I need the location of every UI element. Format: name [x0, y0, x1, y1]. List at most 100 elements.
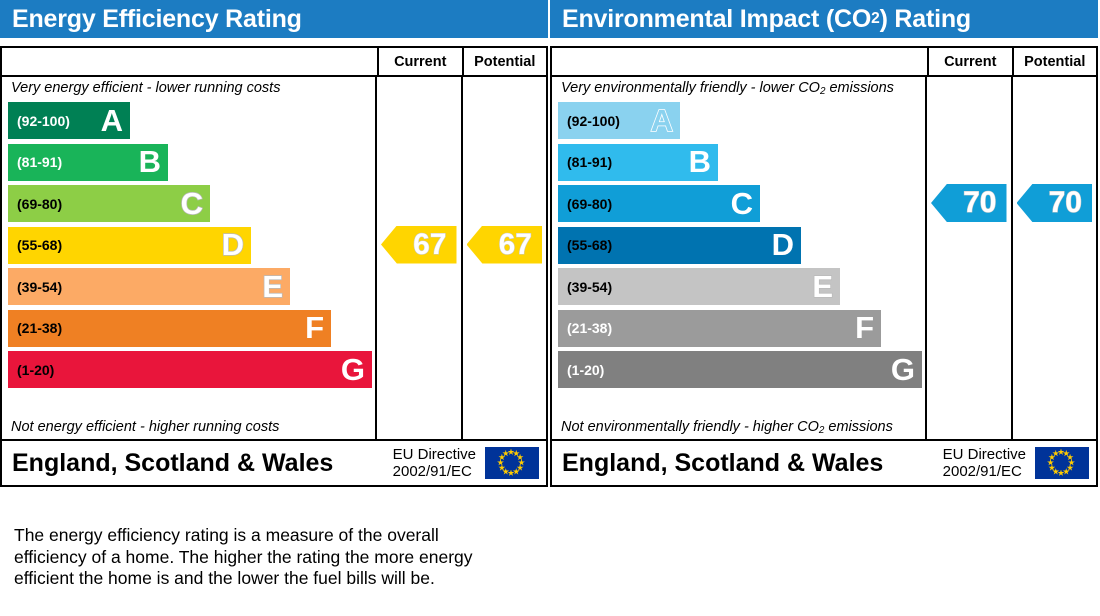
header-current: Current — [379, 48, 464, 75]
band-range-label: (81-91) — [567, 154, 613, 170]
band-letter: A — [650, 102, 674, 138]
band-letter: G — [340, 351, 365, 387]
band-letter: G — [890, 351, 915, 387]
band-c: (69-80) C — [8, 185, 210, 222]
band-d: (55-68) D — [558, 226, 801, 264]
directive-line-2: 2002/91/EC — [942, 463, 1022, 480]
bands-column: Very environmentally friendly - lower CO… — [552, 77, 927, 439]
potential-rating-arrow: 67 — [466, 225, 542, 264]
caption-top-suffix: emissions — [825, 80, 894, 96]
footer-directive: EU Directive 2002/91/EC — [943, 446, 1034, 480]
band-letter: F — [855, 309, 874, 345]
eu-star-icon — [502, 468, 510, 475]
caption-bottom: Not environmentally friendly - higher CO… — [552, 416, 925, 439]
chart-header-row: Current Potential — [552, 48, 1096, 77]
band-range-label: (21-38) — [567, 320, 613, 336]
footer-region-label: England, Scotland & Wales — [562, 448, 884, 477]
eu-star-icon — [516, 464, 524, 471]
eu-flag-icon — [1034, 446, 1090, 480]
eu-star-icon — [498, 464, 506, 471]
eu-star-icon — [512, 449, 520, 457]
caption-top: Very environmentally friendly - lower CO… — [552, 77, 925, 100]
potential-value-column: 70 — [1013, 77, 1097, 439]
band-range-label: (92-100) — [567, 112, 620, 129]
eu-star-icon — [512, 468, 520, 475]
eu-star-icon — [1052, 449, 1060, 457]
eu-star-icon — [1068, 459, 1075, 466]
header-potential: Potential — [1024, 53, 1086, 70]
chart-footer: England, Scotland & Wales EU Directive 2… — [2, 439, 546, 485]
eu-star-icon — [1062, 449, 1070, 457]
eu-star-icon — [497, 459, 504, 466]
band-a: (92-100) A — [558, 102, 680, 139]
environmental-impact-chart: Current Potential Very environmentally f… — [550, 46, 1098, 487]
chart-header-row: Current Potential — [2, 48, 546, 77]
current-value-column: 70 — [927, 77, 1013, 439]
eu-star-icon — [498, 453, 506, 461]
band-range-label: (81-91) — [17, 154, 63, 170]
band-letter: B — [688, 143, 711, 179]
band-range-label: (55-68) — [17, 237, 63, 253]
page-title-text-prefix: Environmental Impact (CO — [562, 4, 872, 33]
band-b: (81-91) B — [558, 143, 718, 181]
bands-column: Very energy efficient - lower running co… — [2, 77, 377, 439]
band-letter: C — [730, 185, 753, 221]
current-rating-value: 67 — [413, 227, 447, 261]
band-f: (21-38) F — [8, 309, 331, 347]
band-letter: D — [221, 226, 245, 262]
eu-star-icon — [1057, 469, 1065, 476]
header-blank-cell — [552, 48, 929, 75]
eu-star-icon — [1062, 468, 1070, 475]
band-g: (1-20) G — [558, 351, 922, 388]
eu-star-icon — [507, 448, 515, 455]
caption-bottom: Not energy efficient - higher running co… — [11, 419, 280, 435]
band-letter: E — [812, 268, 834, 304]
band-c: (69-80) C — [558, 185, 760, 222]
band-g: (1-20) G — [8, 351, 372, 388]
energy-efficiency-chart: Current Potential Very energy efficient … — [0, 46, 548, 487]
eu-star-icon — [1048, 464, 1056, 471]
eu-flag-icon — [484, 446, 540, 480]
band-letter: A — [100, 102, 123, 138]
potential-value-column: 67 — [463, 77, 547, 439]
eu-star-icon — [1048, 453, 1056, 461]
band-range-label: (69-80) — [17, 195, 63, 212]
eu-star-icon — [516, 453, 524, 461]
current-rating-value: 70 — [963, 186, 997, 219]
eu-star-icon — [1057, 448, 1065, 455]
energy-efficiency-title: Energy Efficiency Rating — [0, 0, 548, 38]
eu-star-icon — [1052, 468, 1060, 475]
environmental-impact-title: Environmental Impact (CO 2) Rating — [550, 0, 1098, 38]
page-title-text: Energy Efficiency Rating — [12, 4, 302, 33]
directive-line-1: EU Directive — [942, 446, 1026, 463]
band-letter: F — [305, 309, 324, 345]
potential-rating-value: 70 — [1048, 186, 1082, 219]
potential-rating-arrow: 70 — [1016, 184, 1092, 222]
energy-efficiency-panel: Energy Efficiency Rating Current Potenti… — [0, 0, 548, 588]
co2-subscript: 2 — [819, 86, 826, 98]
page-title-text-suffix: ) Rating — [879, 4, 972, 33]
chart-body-row: Very energy efficient - lower running co… — [2, 77, 546, 439]
header-current: Current — [929, 48, 1014, 75]
band-letter: C — [180, 185, 204, 221]
band-range-label: (55-68) — [567, 237, 613, 253]
band-range-label: (1-20) — [17, 361, 55, 378]
header-potential: Potential — [474, 53, 536, 70]
footer-directive: EU Directive 2002/91/EC — [393, 446, 484, 480]
energy-efficiency-description: The energy efficiency rating is a measur… — [14, 525, 473, 588]
band-range-label: (1-20) — [567, 361, 605, 378]
caption-bottom-prefix: Not environmentally friendly - higher CO — [561, 419, 819, 435]
directive-line-1: EU Directive — [392, 446, 476, 463]
header-blank-cell — [2, 48, 379, 75]
environmental-impact-panel: Environmental Impact (CO 2) Rating Curren… — [550, 0, 1098, 487]
band-list-energy: (92-100) A (81-91) B (69-80) C (55-68) D (39-54)… — [2, 100, 375, 416]
band-range-label: (69-80) — [567, 195, 613, 212]
band-letter: D — [771, 226, 794, 262]
chart-body-row: Very environmentally friendly - lower CO… — [552, 77, 1096, 439]
band-range-label: (39-54) — [17, 278, 63, 295]
band-e: (39-54) E — [8, 268, 290, 305]
eu-star-icon — [502, 449, 510, 457]
chart-footer: England, Scotland & Wales EU Directive 2… — [552, 439, 1096, 485]
caption-top: Very energy efficient - lower running co… — [11, 80, 281, 96]
